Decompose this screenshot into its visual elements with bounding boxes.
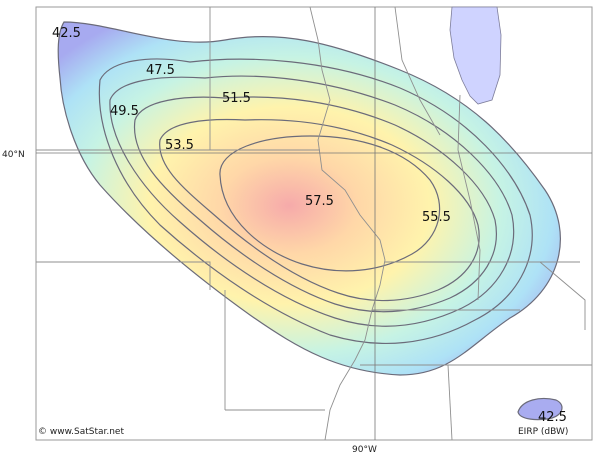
contour-label-49-5: 49.5 <box>110 104 139 119</box>
contour-label-55-5: 55.5 <box>422 210 451 225</box>
coverage-footprint-42-5 <box>57 21 561 376</box>
graticule <box>36 7 592 440</box>
contour-51-5 <box>133 96 497 313</box>
contour-55-5 <box>219 135 441 272</box>
latitude-label: 40°N <box>2 150 25 160</box>
contour-47-5 <box>98 58 533 345</box>
coverage-island-42-5 <box>517 397 563 421</box>
state-borders <box>36 6 592 441</box>
contour-label-57-5: 57.5 <box>305 194 334 209</box>
lake-michigan <box>449 6 502 105</box>
contour-53-5 <box>159 118 480 302</box>
contour-49-5 <box>109 75 515 327</box>
contour-label-42-5: 42.5 <box>52 26 81 41</box>
credit-text: © www.SatStar.net <box>38 427 124 437</box>
contour-label-51-5: 51.5 <box>222 91 251 106</box>
contour-label-island-42-5: 42.5 <box>538 410 567 425</box>
contour-label-53-5: 53.5 <box>165 138 194 153</box>
contour-label-47-5: 47.5 <box>146 63 175 78</box>
legend-label: EIRP (dBW) <box>518 427 568 437</box>
longitude-label: 90°W <box>352 445 377 455</box>
